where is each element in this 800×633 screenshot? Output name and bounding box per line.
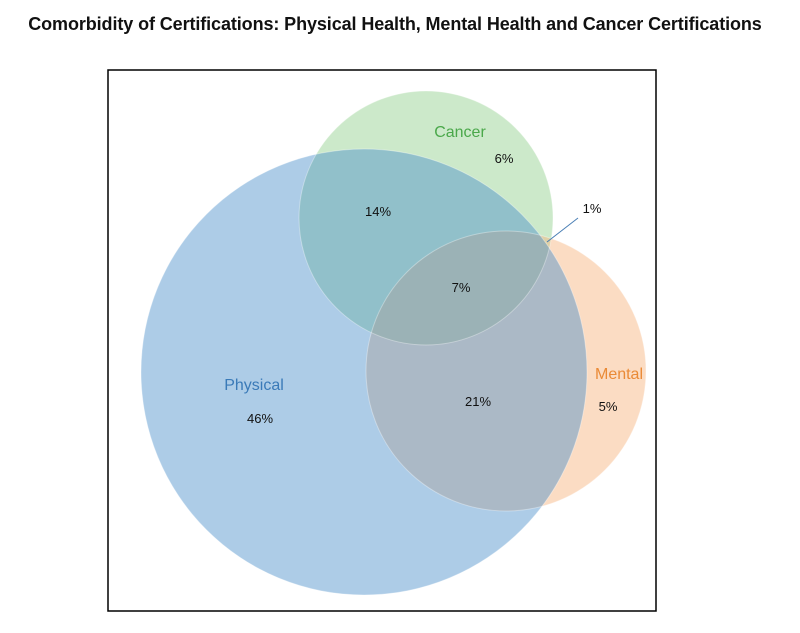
physical-cancer-value: 14% — [365, 204, 391, 219]
physical-label: Physical — [224, 377, 284, 394]
diagram-frame — [107, 69, 657, 612]
physical-mental-value: 21% — [465, 394, 491, 409]
physical-circle-outline — [140, 148, 588, 596]
chart-title: Comorbidity of Certifications: Physical … — [28, 14, 762, 34]
cancer-only-value: 6% — [495, 151, 514, 166]
all-three-value: 7% — [452, 280, 471, 295]
physical-circle — [141, 149, 587, 595]
mental-only-value: 5% — [599, 399, 618, 414]
cancer-circle-outline — [298, 90, 554, 346]
physical-only-value: 46% — [247, 411, 273, 426]
cancer-circle — [299, 91, 553, 345]
cancer-label: Cancer — [434, 124, 486, 141]
mental-label: Mental — [595, 366, 643, 383]
mental-circle-outline — [365, 230, 647, 512]
mental-circle — [366, 231, 646, 511]
cancer-mental-leader-line — [546, 217, 579, 243]
cancer-mental-value: 1% — [583, 201, 602, 216]
